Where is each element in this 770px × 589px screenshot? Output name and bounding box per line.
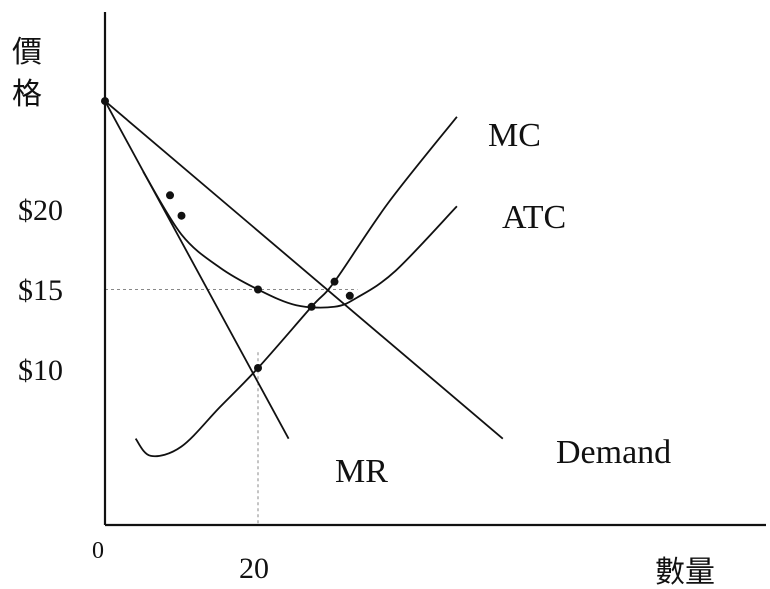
- series-demand-line: [104, 100, 504, 440]
- intersection-point-1: [101, 97, 109, 106]
- x-axis-label: 數量: [655, 555, 715, 589]
- y-axis-label-char-2: 格: [12, 77, 42, 112]
- series-mr-line: [104, 100, 290, 440]
- intersection-point-2: [166, 191, 175, 200]
- intersection-point-4: [254, 364, 262, 372]
- intersection-point-3: [177, 211, 186, 220]
- x-tick-20: 20: [239, 552, 269, 585]
- series-mc-line: [134, 116, 458, 458]
- y-tick-15: $15: [18, 274, 63, 307]
- demand-label: Demand: [556, 434, 671, 471]
- intersection-point-6: [330, 277, 339, 286]
- y-tick-20: $20: [18, 194, 63, 227]
- mc-label: MC: [488, 117, 541, 154]
- intersection-points: [101, 97, 354, 372]
- intersection-point-5: [307, 302, 316, 311]
- series-atc-line: [142, 171, 458, 309]
- mr-label: MR: [335, 453, 388, 490]
- intersection-point-7: [345, 291, 354, 300]
- series-group: [104, 100, 504, 458]
- origin-label: 0: [92, 538, 104, 564]
- guide-lines: [105, 289, 358, 525]
- intersection-point-8: [254, 285, 262, 294]
- y-axis-label-char-1: 價: [12, 35, 42, 70]
- y-tick-10: $10: [18, 354, 63, 387]
- atc-label: ATC: [502, 199, 566, 236]
